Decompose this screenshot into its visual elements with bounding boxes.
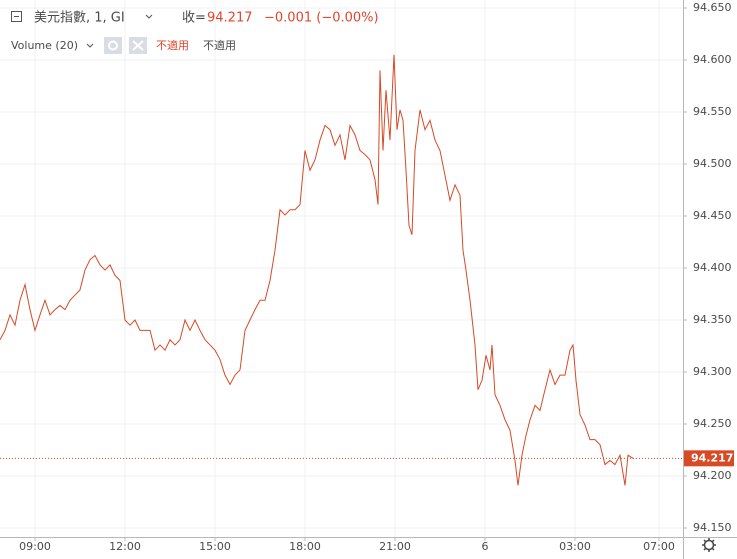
last-price-label: 94.217: [691, 451, 733, 464]
gear-icon: [702, 538, 716, 552]
change: −0.001 (−0.00%): [264, 11, 379, 26]
dropdown-icon[interactable]: [145, 14, 153, 19]
x-tick-label: 07:00: [643, 540, 675, 553]
y-tick-label: 94.550: [693, 105, 732, 118]
symbol[interactable]: 美元指數, 1, GI: [34, 11, 125, 26]
x-tick-label: 21:00: [379, 540, 411, 553]
y-tick-label: 94.200: [693, 469, 732, 482]
close-value: 94.217: [207, 11, 253, 26]
y-tick-label: 94.400: [693, 261, 732, 274]
x-tick-label: 18:00: [289, 540, 321, 553]
last-price-box: [684, 450, 734, 467]
plot: [0, 54, 683, 486]
x-tick-label: 12:00: [109, 540, 141, 553]
y-tick-label: 94.150: [693, 521, 732, 534]
y-tick-label: 94.500: [693, 157, 732, 170]
x-tick-label: 6: [482, 540, 489, 553]
y-tick-label: 94.300: [693, 365, 732, 378]
x-tick-label: 03:00: [559, 540, 591, 553]
x-tick-label: 09:00: [19, 540, 51, 553]
y-tick-label: 94.350: [693, 313, 732, 326]
settings-icon: [108, 40, 118, 51]
collapse-icon[interactable]: [11, 11, 22, 22]
settings-button[interactable]: [104, 37, 122, 54]
close-label: 收=: [182, 11, 206, 26]
y-tick-label: 94.600: [693, 53, 732, 66]
header: 美元指數, 1, GI 收= 94.217 −0.001 (−0.00%) Vo…: [11, 11, 379, 54]
volume-value: 不適用: [156, 38, 189, 52]
settings-gear[interactable]: [702, 538, 716, 552]
hide-icon: [132, 40, 144, 51]
volume-label: Volume (20): [11, 39, 78, 52]
y-tick-label: 94.450: [693, 209, 732, 222]
grid: [0, 0, 683, 537]
y-tick-label: 94.250: [693, 417, 732, 430]
y-tick-label: 94.650: [693, 1, 732, 14]
x-tick-label: 15:00: [199, 540, 231, 553]
volume-ma: 不適用: [203, 38, 236, 52]
dropdown-icon[interactable]: [86, 43, 94, 48]
price-line: [0, 54, 634, 486]
